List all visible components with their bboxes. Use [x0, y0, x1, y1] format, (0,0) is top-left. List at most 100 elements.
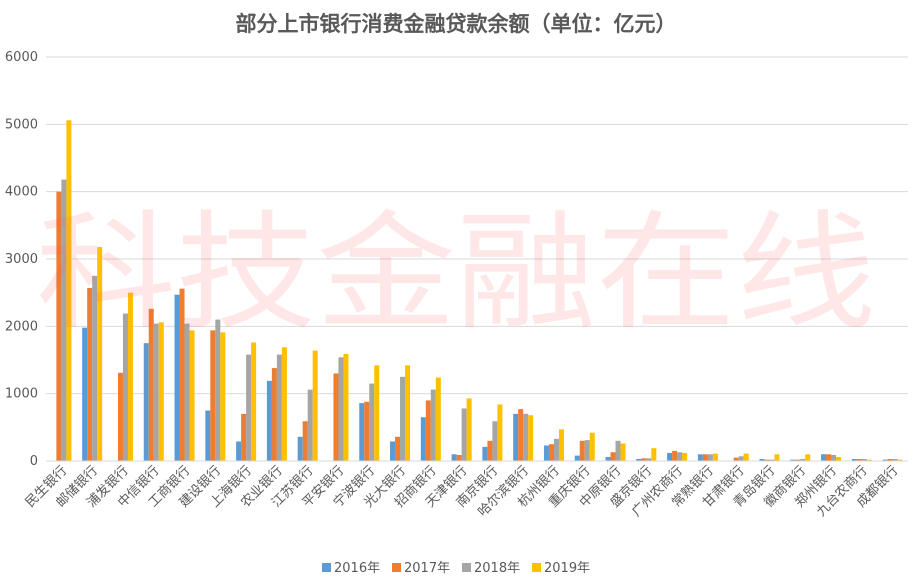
bar — [553, 438, 559, 461]
bar — [610, 452, 616, 461]
bar — [795, 459, 801, 461]
bar — [897, 459, 903, 461]
bar — [712, 453, 718, 461]
bar — [425, 400, 431, 461]
bar — [246, 354, 252, 461]
bar — [400, 376, 406, 461]
bar — [805, 454, 811, 461]
bar — [636, 458, 642, 461]
bar — [395, 436, 401, 461]
bar — [615, 440, 621, 461]
bar — [682, 452, 688, 461]
bar — [605, 456, 611, 461]
y-tick-label: 2000 — [5, 319, 38, 334]
bar — [276, 354, 282, 461]
bar — [821, 454, 827, 461]
legend-label: 2019年 — [544, 561, 590, 576]
y-tick-label: 5000 — [5, 117, 38, 132]
bar — [451, 454, 457, 461]
bar — [651, 448, 657, 461]
bar — [882, 459, 888, 461]
bar — [764, 459, 770, 461]
bar — [543, 445, 549, 461]
bar — [558, 429, 564, 461]
bar — [333, 373, 339, 461]
bar — [584, 440, 590, 461]
bar — [548, 444, 554, 461]
bar — [174, 294, 180, 461]
legend: 2016年 2017年 2018年 2019年 — [322, 561, 590, 576]
legend-swatch — [392, 563, 401, 572]
bar — [97, 246, 103, 461]
bar — [856, 458, 862, 461]
bar — [405, 365, 411, 461]
y-tick-label: 4000 — [5, 185, 38, 200]
bar — [769, 459, 775, 461]
bar — [66, 120, 72, 461]
bar — [738, 456, 744, 461]
bar — [179, 288, 185, 461]
legend-swatch — [462, 563, 471, 572]
bar — [641, 458, 647, 461]
bar — [266, 380, 272, 461]
y-axis-ticks: 0 1000 2000 3000 4000 5000 6000 — [5, 50, 38, 469]
bar — [307, 389, 313, 461]
gridlines — [46, 56, 908, 395]
bar — [482, 446, 488, 461]
y-tick-label: 3000 — [5, 252, 38, 267]
bar — [733, 457, 739, 461]
bar — [430, 389, 436, 461]
bar — [158, 322, 164, 461]
bar — [435, 377, 441, 461]
chart-title: 部分上市银行消费金融贷款余额（单位：亿元） — [236, 12, 677, 36]
bar — [148, 308, 154, 461]
bar — [743, 453, 749, 461]
bar — [92, 275, 98, 461]
bar — [241, 413, 247, 461]
bar — [205, 410, 211, 461]
bar — [184, 323, 190, 461]
bar — [210, 330, 216, 461]
y-tick-label: 0 — [30, 454, 38, 469]
bar — [82, 327, 88, 461]
bar — [866, 459, 872, 461]
bar — [271, 368, 277, 461]
bar — [338, 357, 344, 461]
bar — [251, 342, 257, 461]
bar — [487, 440, 493, 461]
bar — [87, 287, 93, 461]
bar — [523, 413, 529, 461]
bar — [466, 398, 472, 461]
bar — [369, 383, 375, 461]
bar — [143, 343, 149, 461]
bar — [518, 409, 524, 461]
bar — [790, 459, 796, 461]
bar — [189, 330, 195, 461]
bar — [281, 347, 287, 461]
bar — [236, 441, 242, 461]
bar — [56, 191, 62, 462]
legend-swatch — [322, 563, 331, 572]
bar — [697, 454, 703, 461]
bar — [861, 458, 867, 461]
y-tick-label: 1000 — [5, 387, 38, 402]
bar — [343, 353, 349, 461]
bar — [497, 404, 503, 461]
bar — [672, 450, 678, 461]
bar — [528, 415, 534, 461]
bar — [826, 454, 832, 461]
bar — [800, 458, 806, 461]
bar — [892, 458, 898, 461]
bar — [677, 452, 683, 461]
bar — [774, 454, 780, 461]
watermark: 科技金融在线 — [36, 199, 876, 348]
bar — [707, 454, 713, 461]
bars — [56, 120, 903, 462]
bar — [461, 408, 467, 461]
bar — [364, 401, 370, 461]
bar — [646, 458, 652, 461]
bar — [831, 454, 837, 461]
bar — [667, 452, 673, 461]
legend-swatch — [532, 563, 541, 572]
